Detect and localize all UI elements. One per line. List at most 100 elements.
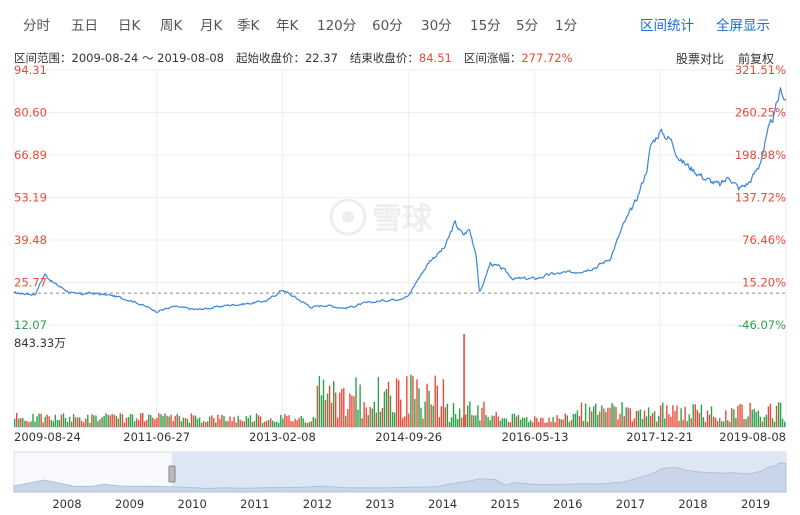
tab-30min[interactable]: 30分 [421, 18, 452, 34]
volume-bar [58, 420, 61, 427]
volume-bar [784, 421, 786, 427]
tab-1min[interactable]: 1分 [555, 18, 578, 34]
tab-yearly-k[interactable]: 年K [276, 18, 299, 34]
tab-120min[interactable]: 120分 [317, 18, 357, 34]
navigator-year-label: 2014 [428, 497, 457, 511]
volume-max-label: 843.33万 [14, 336, 66, 350]
volume-bar [526, 417, 528, 427]
volume-bar [345, 416, 347, 427]
volume-bar [438, 417, 440, 427]
volume-bar [66, 422, 69, 427]
volume-bar [560, 419, 562, 427]
volume-bar [190, 413, 193, 427]
volume-bar [473, 415, 475, 427]
volume-bar [74, 417, 77, 427]
volume-bar [249, 415, 252, 427]
volume-bar [467, 405, 469, 427]
volume-bar [257, 415, 260, 427]
volume-bar [481, 407, 483, 427]
y-percent-tick-label: 15.20% [742, 276, 786, 290]
navigator-left-handle[interactable] [168, 465, 176, 483]
volume-bar [125, 417, 128, 427]
volume-bar [30, 421, 32, 427]
fullscreen-link[interactable]: 全屏显示 [716, 18, 770, 34]
volume-bar [101, 417, 103, 427]
y-axis-price: 94.31 80.60 66.89 53.19 39.48 25.77 12.07 [14, 63, 47, 332]
volume-bar [454, 414, 457, 427]
volume-bar [625, 407, 627, 427]
volume-bar [771, 418, 774, 427]
volume-bar [117, 418, 119, 427]
forward-adjust-option[interactable]: 前复权 [738, 52, 775, 66]
volume-bar [129, 413, 132, 427]
volume-bar [81, 420, 83, 427]
volume-bar [398, 380, 400, 427]
volume-bar [385, 389, 388, 427]
volume-bar [314, 418, 317, 427]
volume-bar [702, 417, 705, 427]
volume-bar [633, 418, 635, 427]
volume-bar [493, 415, 495, 427]
volume-bar [674, 411, 676, 427]
watermark-logo-ring [329, 198, 367, 236]
tab-monthly-k[interactable]: 月K [200, 18, 223, 34]
range-navigator[interactable]: 2008 2009 2010 2011 2012 2013 2014 2015 2016 2017… [13, 451, 787, 511]
stock-compare-option[interactable]: 股票对比 [676, 52, 725, 66]
tab-timeshare[interactable]: 分时 [23, 18, 50, 34]
tab-five-day[interactable]: 五日 [71, 18, 98, 34]
volume-bar [603, 408, 605, 427]
volume-bar [267, 420, 270, 427]
volume-bar [209, 416, 211, 427]
volume-bar [357, 409, 359, 427]
volume-bar [623, 416, 625, 427]
volume-bar [739, 404, 741, 427]
volume-bar [410, 374, 412, 427]
volume-bar [639, 409, 642, 427]
volume-bar [719, 418, 721, 427]
volume-bar [448, 421, 451, 427]
range-stats-link[interactable]: 区间统计 [640, 18, 694, 34]
volume-bar [538, 422, 540, 427]
tab-5min[interactable]: 5分 [516, 18, 539, 34]
tab-15min[interactable]: 15分 [470, 18, 501, 34]
tab-daily-k[interactable]: 日K [118, 18, 141, 34]
volume-bar [292, 421, 294, 427]
volume-bar [424, 401, 426, 427]
volume-bar [495, 411, 497, 427]
volume-bar [259, 416, 262, 427]
volume-bar [97, 421, 99, 427]
volume-bar [491, 415, 493, 427]
tab-weekly-k[interactable]: 周K [160, 18, 183, 34]
volume-bar [383, 391, 386, 427]
volume-bar [280, 414, 282, 427]
volume-bar [617, 419, 619, 427]
volume-bar [146, 419, 148, 427]
volume-bar [420, 407, 422, 427]
tab-60min[interactable]: 60分 [372, 18, 403, 34]
volume-bar [44, 416, 46, 427]
volume-bar [194, 415, 197, 427]
volume-bar [18, 418, 20, 427]
volume-bar [682, 419, 684, 427]
volume-bar [353, 396, 355, 427]
y-percent-tick-label: 137.72% [735, 191, 786, 205]
y-price-tick-label: 94.31 [14, 63, 47, 77]
volume-bar [649, 415, 652, 427]
volume-bar [680, 408, 682, 427]
volume-bar [554, 422, 556, 427]
volume-bar [343, 388, 345, 427]
chart-grid [13, 69, 787, 428]
volume-bar [773, 421, 776, 427]
volume-bar [123, 422, 126, 427]
volume-bar [328, 385, 331, 427]
volume-bar [607, 407, 609, 427]
volume-bar [668, 414, 670, 427]
volume-bar [38, 413, 40, 427]
volume-bar [765, 414, 768, 427]
volume-bar [40, 413, 42, 427]
tab-quarterly-k[interactable]: 季K [237, 18, 260, 34]
volume-bar [469, 401, 471, 427]
navigator-year-label: 2012 [303, 497, 332, 511]
y-percent-tick-label: 321.51% [735, 63, 786, 77]
